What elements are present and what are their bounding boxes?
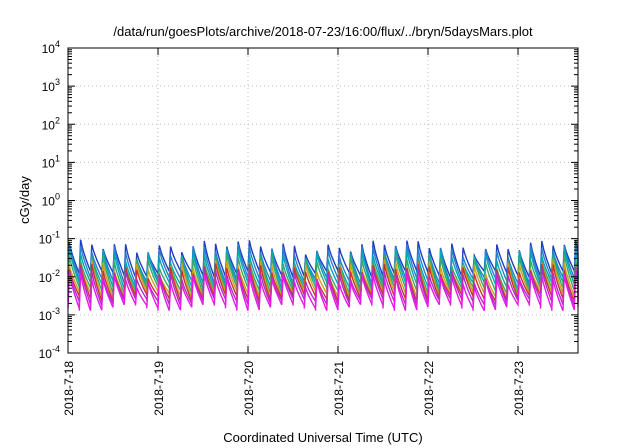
y-tick-label: 10-3 <box>39 306 60 323</box>
y-tick-label: 10-2 <box>39 268 60 285</box>
x-tick-label: 2018-7-21 <box>332 361 346 416</box>
y-tick-label: 10-1 <box>39 230 60 247</box>
y-tick-label: 100 <box>42 192 60 209</box>
x-tick-label: 2018-7-20 <box>242 361 256 416</box>
grid <box>68 48 578 353</box>
x-tick-label: 2018-7-22 <box>422 361 436 416</box>
series-line <box>67 272 579 312</box>
x-tick-label: 2018-7-23 <box>512 361 526 416</box>
y-axis-label: cGy/day <box>17 176 32 224</box>
y-tick-label: 102 <box>42 115 60 132</box>
series-group <box>67 239 579 312</box>
y-tick-label: 101 <box>42 153 60 170</box>
chart-title: /data/run/goesPlots/archive/2018-07-23/1… <box>113 24 533 39</box>
y-tick-label: 104 <box>42 39 60 56</box>
x-axis-label: Coordinated Universal Time (UTC) <box>223 430 422 445</box>
x-tick-label: 2018-7-19 <box>152 361 166 416</box>
y-tick-label: 10-4 <box>39 344 60 361</box>
x-tick-label: 2018-7-18 <box>62 361 76 416</box>
x-axis: 2018-7-18 2018-7-19 2018-7-20 2018-7-21 2018… <box>62 48 526 416</box>
y-axis: 10-4 10-3 10-2 10-1 100 101 102 103 104 <box>39 39 578 361</box>
y-tick-label: 103 <box>42 77 60 94</box>
